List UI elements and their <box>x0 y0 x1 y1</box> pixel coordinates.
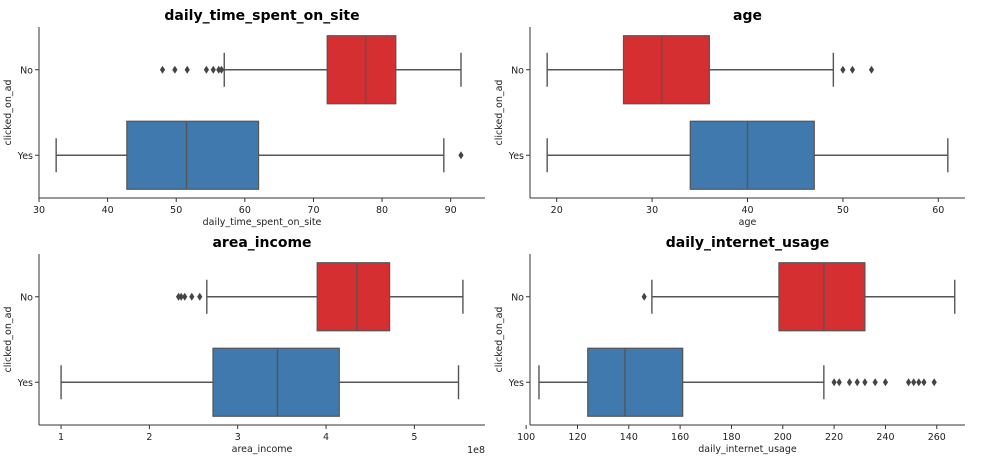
y-tick-label: Yes <box>17 151 33 162</box>
x-tick-label: 220 <box>825 432 843 443</box>
outlier-point <box>218 65 225 74</box>
x-tick-label: 4 <box>323 432 329 443</box>
outlier-point <box>197 292 203 301</box>
outlier-point <box>159 65 166 74</box>
box-yes <box>538 347 937 417</box>
outlier-point <box>178 292 184 301</box>
outlier-point <box>921 378 927 387</box>
x-tick-label: 60 <box>239 205 251 216</box>
chart-title: daily_internet_usage <box>666 235 829 251</box>
x-tick-label: 5 <box>411 432 417 443</box>
x-axis-label: daily_internet_usage <box>698 444 797 455</box>
iqr-box <box>622 35 710 105</box>
x-tick-label: 80 <box>376 205 388 216</box>
outlier-point <box>916 378 922 387</box>
subplot-2: age 20 30 40 50 60 age clicked_on_ad No Yes <box>494 8 965 228</box>
outlier-point <box>836 378 842 387</box>
outlier-point <box>458 151 464 160</box>
box-no <box>159 35 462 105</box>
y-axis-label: clicked_on_ad <box>3 307 14 373</box>
outlier-point <box>831 378 837 387</box>
box-yes <box>546 120 949 190</box>
outlier-point <box>182 292 188 301</box>
outlier-point <box>846 378 853 387</box>
outlier-point <box>175 292 182 301</box>
box-no <box>546 35 875 105</box>
iqr-box <box>689 120 815 190</box>
y-tick-label: Yes <box>17 378 33 389</box>
outlier-point <box>931 378 937 387</box>
box-no <box>175 262 464 332</box>
box-yes <box>55 120 464 190</box>
outlier-point <box>172 65 178 74</box>
x-tick-label: 20 <box>551 205 563 216</box>
outlier-point <box>216 65 222 74</box>
x-tick-label: 30 <box>646 205 658 216</box>
x-tick-label: 160 <box>671 432 689 443</box>
x-tick-label: 90 <box>445 205 457 216</box>
outlier-point <box>911 378 917 387</box>
y-axis-label: clicked_on_ad <box>494 307 505 373</box>
x-axis-label: area_income <box>232 444 293 455</box>
y-tick-label: No <box>511 65 524 76</box>
x-tick-label: 30 <box>33 205 45 216</box>
x-tick-label: 260 <box>928 432 946 443</box>
x-tick-label: 200 <box>774 432 792 443</box>
x-offset-label: 1e8 <box>467 445 485 456</box>
x-tick-label: 40 <box>741 205 753 216</box>
x-tick-label: 2 <box>146 432 152 443</box>
y-tick-label: Yes <box>508 378 524 389</box>
box-no <box>641 262 956 332</box>
x-tick-label: 100 <box>517 432 535 443</box>
iqr-box <box>316 262 391 332</box>
x-tick-label: 50 <box>837 205 849 216</box>
x-tick-label: 120 <box>568 432 586 443</box>
outlier-point <box>184 65 190 74</box>
outlier-point <box>882 378 889 387</box>
iqr-box <box>126 120 260 190</box>
subplot-1: daily_time_spent_on_site 30 40 50 60 70 80 90 da… <box>3 8 485 228</box>
y-axis-label: clicked_on_ad <box>494 80 505 146</box>
outlier-point <box>868 65 875 74</box>
outlier-point <box>854 378 860 387</box>
x-tick-label: 50 <box>170 205 182 216</box>
chart-title: age <box>733 8 762 24</box>
x-axis-label: daily_time_spent_on_site <box>203 217 322 228</box>
box-yes <box>60 347 460 417</box>
iqr-box <box>326 35 397 105</box>
subplot-3: area_income 1 2 3 4 5 area_income 1e8 clicked_on… <box>3 235 485 456</box>
y-tick-label: No <box>511 292 524 303</box>
outlier-point <box>203 65 210 74</box>
x-axis-label: age <box>739 217 757 228</box>
iqr-box <box>212 347 340 417</box>
iqr-box <box>778 262 866 332</box>
outlier-point <box>872 378 878 387</box>
iqr-box <box>587 347 684 417</box>
x-tick-label: 1 <box>58 432 64 443</box>
outlier-point <box>862 378 868 387</box>
y-tick-label: Yes <box>508 151 524 162</box>
y-tick-label: No <box>20 292 33 303</box>
chart-title: area_income <box>212 235 311 251</box>
outlier-point <box>849 65 856 74</box>
y-axis-label: clicked_on_ad <box>3 80 14 146</box>
x-tick-label: 140 <box>620 432 638 443</box>
outlier-point <box>641 292 647 301</box>
outlier-point <box>210 65 216 74</box>
x-tick-label: 70 <box>307 205 319 216</box>
x-tick-label: 240 <box>876 432 894 443</box>
x-tick-label: 60 <box>932 205 944 216</box>
outlier-point <box>189 292 195 301</box>
subplot-4: daily_internet_usage 100 120 140 160 180 200 22… <box>494 235 965 455</box>
x-tick-label: 3 <box>235 432 241 443</box>
chart-title: daily_time_spent_on_site <box>164 8 359 24</box>
x-tick-label: 40 <box>102 205 114 216</box>
outlier-point <box>840 65 846 74</box>
outlier-point <box>905 378 912 387</box>
x-tick-label: 180 <box>722 432 740 443</box>
y-tick-label: No <box>20 65 33 76</box>
